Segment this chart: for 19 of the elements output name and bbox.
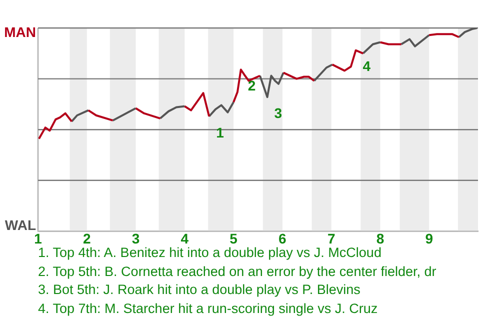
ref-line-label: MAN bbox=[4, 24, 36, 40]
x-tick-label: 8 bbox=[376, 230, 384, 246]
x-tick-label: 6 bbox=[278, 230, 287, 246]
ref-line-label: WAL bbox=[4, 217, 36, 234]
x-tick-label: 7 bbox=[327, 230, 336, 246]
x-tick-label: 3 bbox=[132, 230, 140, 246]
x-tick-label: 5 bbox=[230, 230, 238, 246]
annotation: 1 bbox=[216, 124, 224, 140]
x-tick-label: 4 bbox=[180, 230, 189, 246]
x-tick-label: 1 bbox=[34, 230, 42, 246]
text: 2. Top 5th: B. Cornetta reached on an error by the center fielder, dr bbox=[38, 262, 436, 281]
annotation: 4 bbox=[362, 58, 371, 74]
x-tick-label: 2 bbox=[82, 230, 91, 246]
text: 3. Bot 5th: J. Roark hit into a double play vs P. Blevins bbox=[38, 281, 362, 299]
text: 1. Top 4th: A. Benitez hit into a double play vs J. McCloud bbox=[38, 245, 382, 260]
annotation: 2 bbox=[248, 78, 256, 94]
annotation: 3 bbox=[274, 104, 282, 121]
x-tick-label: 9 bbox=[425, 230, 434, 246]
text: 4. Top 7th: M. Starcher hit a run-scoring single vs J. Cruz bbox=[38, 300, 379, 318]
